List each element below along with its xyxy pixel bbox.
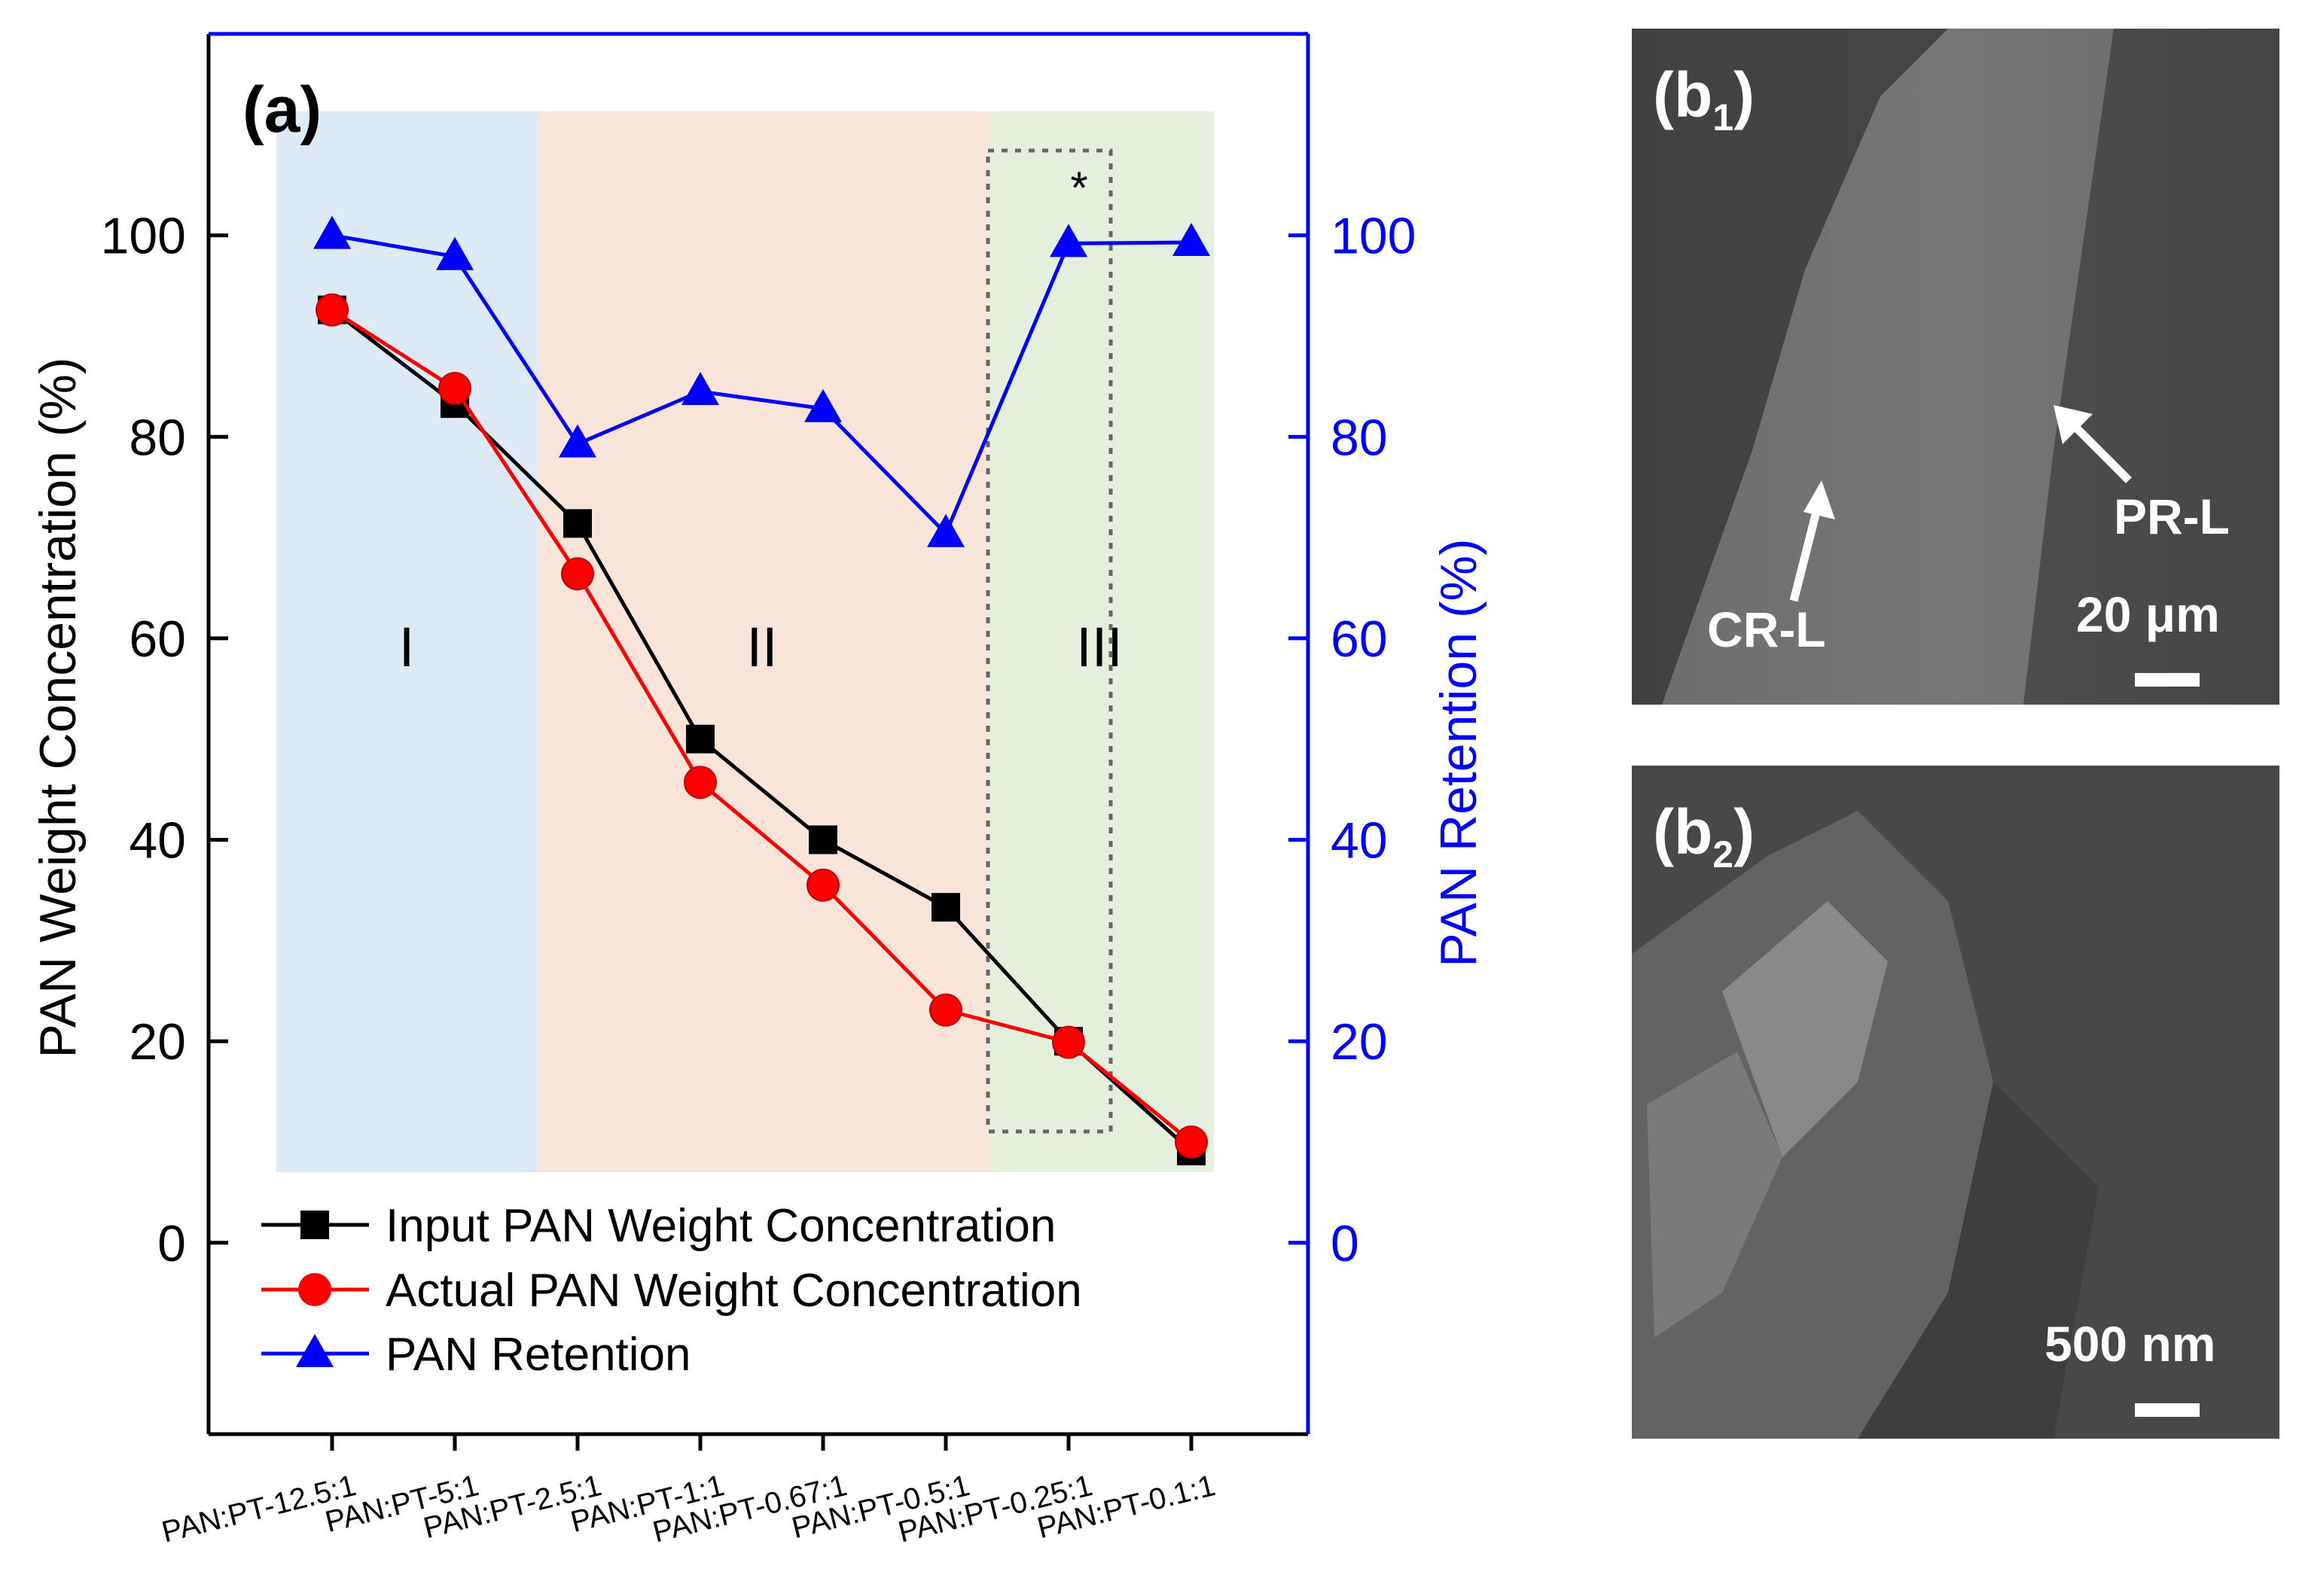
marker-circle [929,993,962,1027]
scale-bar-b2 [2135,1403,2200,1417]
marker-circle [684,766,717,800]
sem-panel-b2: (b2) 500 nm [1632,766,2279,1439]
scale-bar-b1 [2135,673,2200,687]
y2-tick-label: 60 [1331,611,1388,668]
marker-triangle [559,424,596,458]
y2-tick-label: 100 [1331,208,1416,265]
retention-annotation: * [1070,163,1087,213]
y-tick-label: 80 [129,409,186,466]
y-tick-label: 100 [101,208,186,265]
y2-tick-label: 20 [1331,1013,1388,1071]
legend-label: Actual PAN Weight Concentration [386,1265,1082,1317]
marker-square [563,509,592,538]
y2-tick-label: 40 [1331,812,1388,870]
y-tick-label: 20 [129,1013,186,1071]
y-tick-label: 0 [157,1215,186,1272]
marker-circle [1175,1125,1208,1159]
arrow-icon-pr-l [2054,405,2132,483]
marker-circle [561,557,594,591]
series-line-square [331,308,1193,1153]
legend-marker-triangle [296,1334,334,1367]
marker-triangle [313,215,351,249]
y-axis-title: PAN Weight Concentration (%) [29,358,87,1058]
marker-triangle [927,513,965,547]
highlight-box [986,148,1113,1134]
legend-label: PAN Retention [386,1329,691,1381]
marker-circle [806,868,840,902]
marker-circle [438,372,471,406]
marker-square [931,893,960,922]
legend-label: Input PAN Weight Concentration [386,1200,1056,1252]
y-tick-label: 60 [129,611,186,668]
sem-texture-b2 [1632,766,2279,1439]
series-line-triangle [331,233,1192,538]
annotation-pr-l: PR-L [2114,489,2230,544]
marker-triangle [436,236,474,270]
region-1 [276,111,539,1172]
annotation-cr-l: CR-L [1707,602,1826,657]
marker-triangle [1050,224,1087,257]
marker-triangle [681,372,719,406]
y2-axis-title: PAN Retention (%) [1430,538,1487,967]
legend-marker-square [300,1211,329,1239]
legend: Input PAN Weight Concentration Actual PAN… [261,1200,1082,1381]
y-tick-label: 40 [129,812,186,870]
sem-texture-b1 [1632,29,2279,705]
region-label-2: II [746,616,777,678]
sem-panel-b1: (b1) CR-L PR-L 20 μm [1632,29,2279,705]
sem-panel-label-b1: (b1) [1653,59,1755,139]
region-2 [539,111,989,1172]
series-line-circle [331,308,1193,1144]
marker-triangle [1172,222,1210,256]
scale-bar-label-b1: 20 μm [2076,586,2220,642]
axis-labels: (a) PAN Weight Concentration (%) PAN Ret… [29,74,1487,1058]
marker-triangle [804,388,842,422]
y2-tick-label: 80 [1331,409,1388,466]
region-label-3: III [1076,616,1123,678]
marker-circle [316,293,349,327]
panel-label: (a) [242,74,322,146]
arrow-icon-cr-l [1789,480,1835,602]
region-label-1: I [399,616,415,678]
marker-square [809,825,837,854]
marker-circle [1052,1025,1085,1059]
marker-square [686,724,715,754]
region-shading: I II III [276,111,1214,1172]
data-series [313,215,1210,1165]
axes-frame [206,32,1310,1436]
sem-panel-label-b2: (b2) [1653,796,1755,876]
scale-bar-label-b2: 500 nm [2044,1316,2216,1372]
legend-marker-circle [298,1273,331,1306]
y2-tick-label: 0 [1331,1215,1359,1272]
